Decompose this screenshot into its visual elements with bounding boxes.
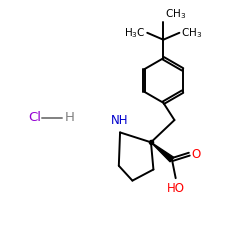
Text: H$_3$C: H$_3$C [124, 26, 146, 40]
Polygon shape [151, 142, 174, 162]
Text: CH$_3$: CH$_3$ [165, 7, 186, 21]
Text: O: O [192, 148, 201, 161]
Text: H: H [64, 111, 74, 124]
Text: CH$_3$: CH$_3$ [181, 26, 202, 40]
Text: Cl: Cl [28, 111, 41, 124]
Text: NH: NH [111, 114, 129, 127]
Text: HO: HO [167, 182, 185, 195]
